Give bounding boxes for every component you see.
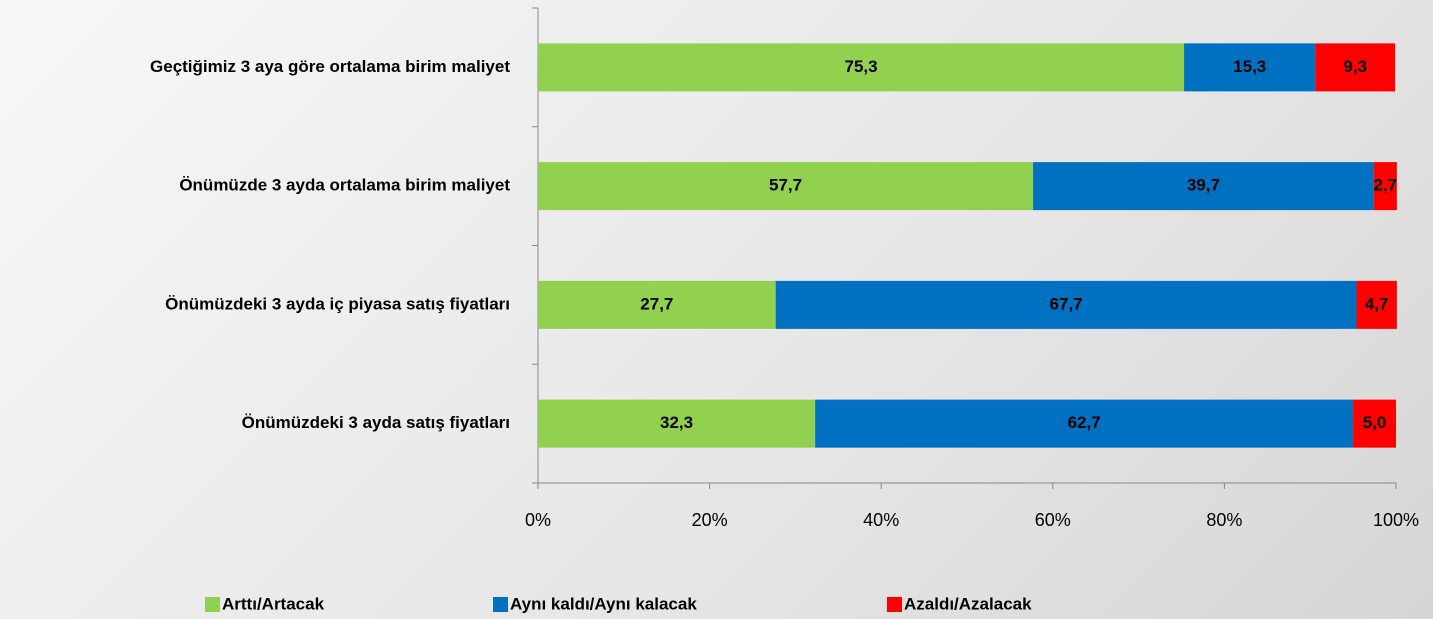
bar-segment <box>538 162 1034 211</box>
category-label: Önümüzdeki 3 ayda satış fiyatları <box>242 413 510 432</box>
legend-swatch <box>493 597 508 612</box>
value-label: 75,3 <box>844 57 877 76</box>
bar-segment <box>1356 280 1397 329</box>
x-tick-label: 40% <box>863 510 899 530</box>
value-label: 62,7 <box>1068 413 1101 432</box>
bar-segment <box>815 399 1354 448</box>
bar-segment <box>1353 399 1396 448</box>
value-label: 67,7 <box>1050 294 1083 313</box>
legend-label: Aynı kaldı/Aynı kalacak <box>510 594 697 613</box>
value-label: 32,3 <box>660 413 693 432</box>
value-label: 5,0 <box>1363 413 1387 432</box>
bar-segment <box>1315 43 1396 92</box>
value-label: 15,3 <box>1233 57 1266 76</box>
value-label: 57,7 <box>769 176 802 195</box>
x-tick-label: 100% <box>1373 510 1419 530</box>
legend-swatch <box>205 597 220 612</box>
bar-segment <box>538 399 816 448</box>
legend-label: Azaldı/Azalacak <box>904 594 1032 613</box>
value-label: 9,3 <box>1343 57 1367 76</box>
x-tick-label: 80% <box>1206 510 1242 530</box>
x-tick-label: 0% <box>525 510 551 530</box>
bar-segment <box>1184 43 1316 92</box>
legend-label: Arttı/Artacak <box>222 594 325 613</box>
category-label: Önümüzde 3 ayda ortalama birim maliyet <box>179 176 510 195</box>
x-tick-label: 20% <box>692 510 728 530</box>
bar-segment <box>538 280 776 329</box>
value-label: 2,7 <box>1373 176 1397 195</box>
value-label: 27,7 <box>640 294 673 313</box>
bar-segment <box>1373 162 1397 211</box>
category-label: Önümüzdeki 3 ayda iç piyasa satış fiyatl… <box>165 294 510 313</box>
bar-segment <box>538 43 1185 92</box>
category-label: Geçtiğimiz 3 aya göre ortalama birim mal… <box>150 57 510 76</box>
x-tick-label: 60% <box>1035 510 1071 530</box>
legend-swatch <box>887 597 902 612</box>
bar-segment <box>775 280 1357 329</box>
value-label: 4,7 <box>1365 294 1389 313</box>
value-label: 39,7 <box>1187 176 1220 195</box>
bar-segment <box>1033 162 1374 211</box>
